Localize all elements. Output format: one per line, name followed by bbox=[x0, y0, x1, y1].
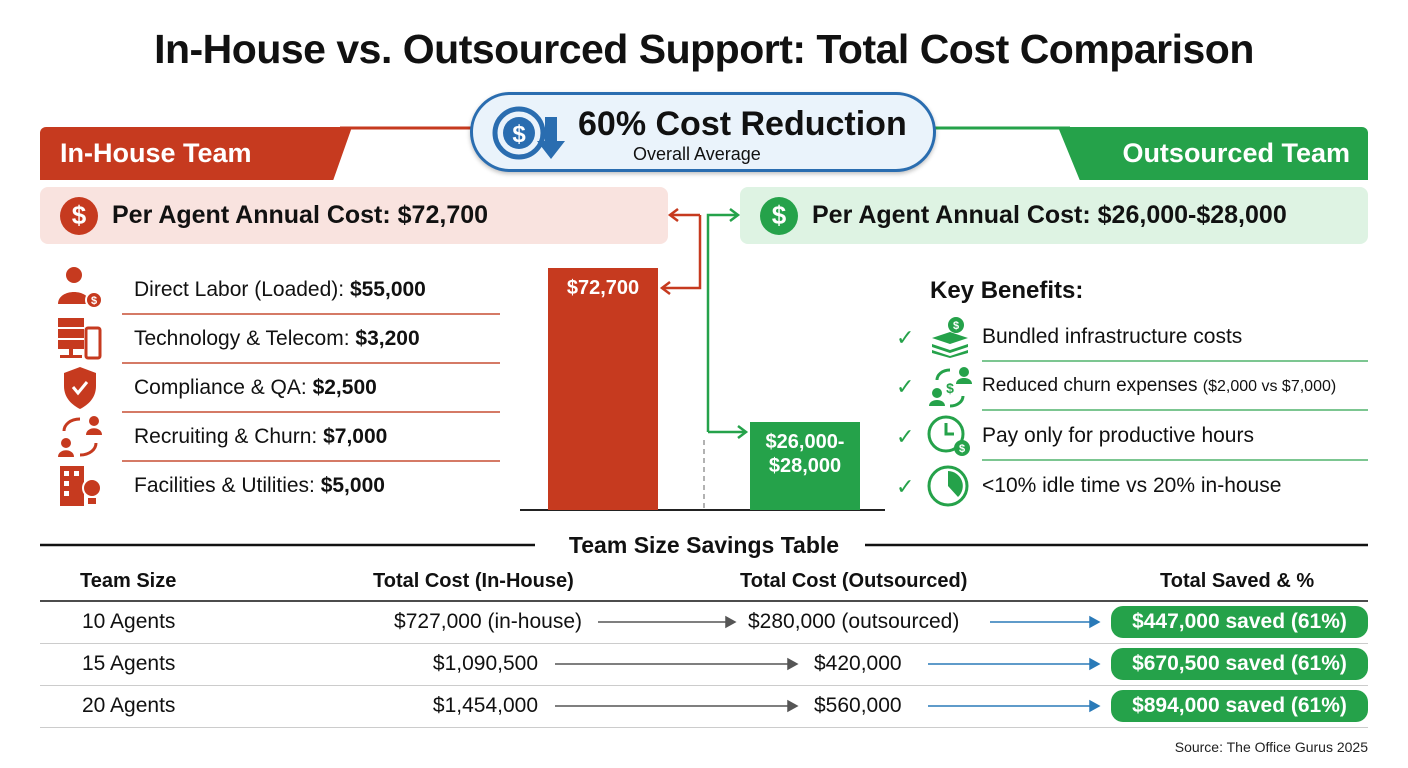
bar-outsourced: $26,000- $28,000 bbox=[750, 422, 860, 510]
svg-text:$: $ bbox=[946, 380, 954, 396]
pie-timer-icon bbox=[927, 465, 969, 507]
header-outsourced: Total Cost (Outsourced) bbox=[740, 570, 968, 592]
in-house-cost-text: Per Agent Annual Cost: $72,700 bbox=[112, 201, 489, 229]
svg-text:$: $ bbox=[512, 121, 526, 148]
clock-dollar-icon: $ bbox=[927, 415, 970, 456]
cell-outsourced: $420,000 bbox=[814, 652, 902, 675]
blue-arrows bbox=[928, 615, 1101, 713]
cell-in-house: $1,090,500 bbox=[432, 652, 538, 675]
page-title: In-House vs. Outsourced Support: Total C… bbox=[154, 26, 1254, 72]
money-stack-icon: $ bbox=[932, 317, 968, 358]
cost-item-value: $55,000 bbox=[349, 278, 426, 301]
gray-arrows bbox=[555, 615, 799, 713]
outsourced-team-banner: Outsourced Team bbox=[1058, 127, 1368, 180]
bar-label-outsourced: $26,000- $28,000 bbox=[765, 431, 845, 477]
in-house-per-agent-cost: $ Per Agent Annual Cost: $72,700 bbox=[40, 187, 668, 244]
cost-reduction-badge: $ 60% Cost Reduction Overall Average bbox=[470, 92, 936, 172]
cost-item-value: $2,500 bbox=[312, 376, 377, 399]
shield-check-icon bbox=[64, 367, 96, 409]
check-icon: ✓ bbox=[896, 325, 915, 350]
cost-item-recruiting: Recruiting & Churn: $7,000 bbox=[134, 425, 387, 449]
cell-team-size: 20 Agents bbox=[82, 694, 176, 717]
cost-item-value: $7,000 bbox=[323, 425, 388, 448]
outsourced-cost-text: Per Agent Annual Cost: $26,000-$28,000 bbox=[812, 201, 1287, 229]
benefit-text: <10% idle time vs 20% in-house bbox=[982, 474, 1282, 497]
savings-pill: $670,500 saved (61%) bbox=[1111, 648, 1368, 680]
building-bulb-icon bbox=[60, 466, 102, 506]
check-icon: ✓ bbox=[896, 424, 915, 449]
cost-item-label: Direct Labor (Loaded): bbox=[134, 278, 350, 301]
svg-text:$: $ bbox=[953, 320, 959, 332]
svg-text:$: $ bbox=[959, 443, 965, 455]
header-in-house: Total Cost (In-House) bbox=[373, 570, 574, 592]
source-note: Source: The Office Gurus 2025 bbox=[1174, 739, 1368, 755]
cell-team-size: 10 Agents bbox=[82, 610, 176, 633]
check-icon: ✓ bbox=[896, 474, 915, 499]
people-dollar-cycle-icon: $ bbox=[929, 367, 972, 408]
cost-item-technology: Technology & Telecom: $3,200 bbox=[134, 327, 420, 351]
benefit-text: Bundled infrastructure costs bbox=[982, 325, 1243, 348]
benefit-bundled: Bundled infrastructure costs bbox=[982, 325, 1242, 349]
green-arrows bbox=[706, 208, 749, 439]
row-divider bbox=[40, 643, 1368, 644]
savings-pill: $894,000 saved (61%) bbox=[1111, 690, 1368, 722]
check-icon: ✓ bbox=[896, 374, 915, 399]
divider bbox=[982, 409, 1368, 411]
benefit-churn: Reduced churn expenses ($2,000 vs $7,000… bbox=[982, 375, 1336, 397]
key-benefits-title: Key Benefits: bbox=[930, 277, 1084, 304]
server-phone-icon bbox=[58, 318, 102, 360]
row-divider bbox=[40, 727, 1368, 728]
outsourced-team-label: Outsourced Team bbox=[1122, 138, 1350, 168]
cell-in-house: $1,454,000 bbox=[432, 694, 538, 717]
header-saved: Total Saved & % bbox=[1160, 570, 1315, 592]
in-house-team-label: In-House Team bbox=[60, 138, 252, 168]
divider bbox=[122, 411, 500, 413]
cost-item-facilities: Facilities & Utilities: $5,000 bbox=[134, 474, 385, 498]
divider bbox=[122, 460, 500, 462]
cost-item-label: Facilities & Utilities: bbox=[134, 474, 321, 497]
cost-item-value: $3,200 bbox=[355, 327, 420, 350]
table-title: Team Size Savings Table bbox=[568, 532, 840, 558]
outsourced-per-agent-cost: $ Per Agent Annual Cost: $26,000-$28,000 bbox=[740, 187, 1368, 244]
in-house-team-banner: In-House Team bbox=[40, 127, 352, 180]
cell-team-size: 15 Agents bbox=[82, 652, 176, 675]
header-team-size: Team Size bbox=[80, 570, 177, 592]
red-arrows bbox=[659, 208, 702, 295]
cell-outsourced: $560,000 bbox=[814, 694, 902, 717]
svg-text:$: $ bbox=[91, 295, 97, 307]
bar-label-in-house: $72,700 bbox=[566, 277, 640, 299]
benefit-idle-time: <10% idle time vs 20% in-house bbox=[982, 474, 1281, 498]
bar-in-house: $72,700 bbox=[548, 268, 658, 510]
people-cycle-icon bbox=[58, 416, 102, 457]
dollar-icon: $ bbox=[60, 196, 98, 235]
cost-item-value: $5,000 bbox=[320, 474, 385, 497]
dollar-icon: $ bbox=[760, 196, 798, 235]
cost-item-label: Compliance & QA: bbox=[134, 376, 313, 399]
benefit-productive-hours: Pay only for productive hours bbox=[982, 424, 1254, 448]
savings-pill: $447,000 saved (61%) bbox=[1111, 606, 1368, 638]
divider bbox=[982, 459, 1368, 461]
divider bbox=[982, 360, 1368, 362]
cost-item-compliance: Compliance & QA: $2,500 bbox=[134, 376, 377, 400]
badge-headline: 60% Cost Reduction bbox=[578, 105, 907, 143]
divider bbox=[122, 313, 500, 315]
cost-item-label: Recruiting & Churn: bbox=[134, 425, 324, 448]
row-divider bbox=[40, 685, 1368, 686]
badge-subtitle: Overall Average bbox=[633, 144, 761, 164]
cell-in-house: $727,000 (in-house) bbox=[394, 610, 582, 633]
cost-item-direct-labor: Direct Labor (Loaded): $55,000 bbox=[134, 278, 426, 302]
benefit-text: Pay only for productive hours bbox=[982, 424, 1254, 447]
benefit-note: ($2,000 vs $7,000) bbox=[1202, 378, 1337, 395]
cell-outsourced: $280,000 (outsourced) bbox=[748, 610, 960, 633]
benefit-text: Reduced churn expenses bbox=[982, 375, 1203, 396]
cost-item-label: Technology & Telecom: bbox=[134, 327, 356, 350]
divider bbox=[122, 362, 500, 364]
dollar-down-arrow-icon: $ bbox=[492, 106, 565, 160]
person-dollar-icon: $ bbox=[58, 267, 103, 309]
